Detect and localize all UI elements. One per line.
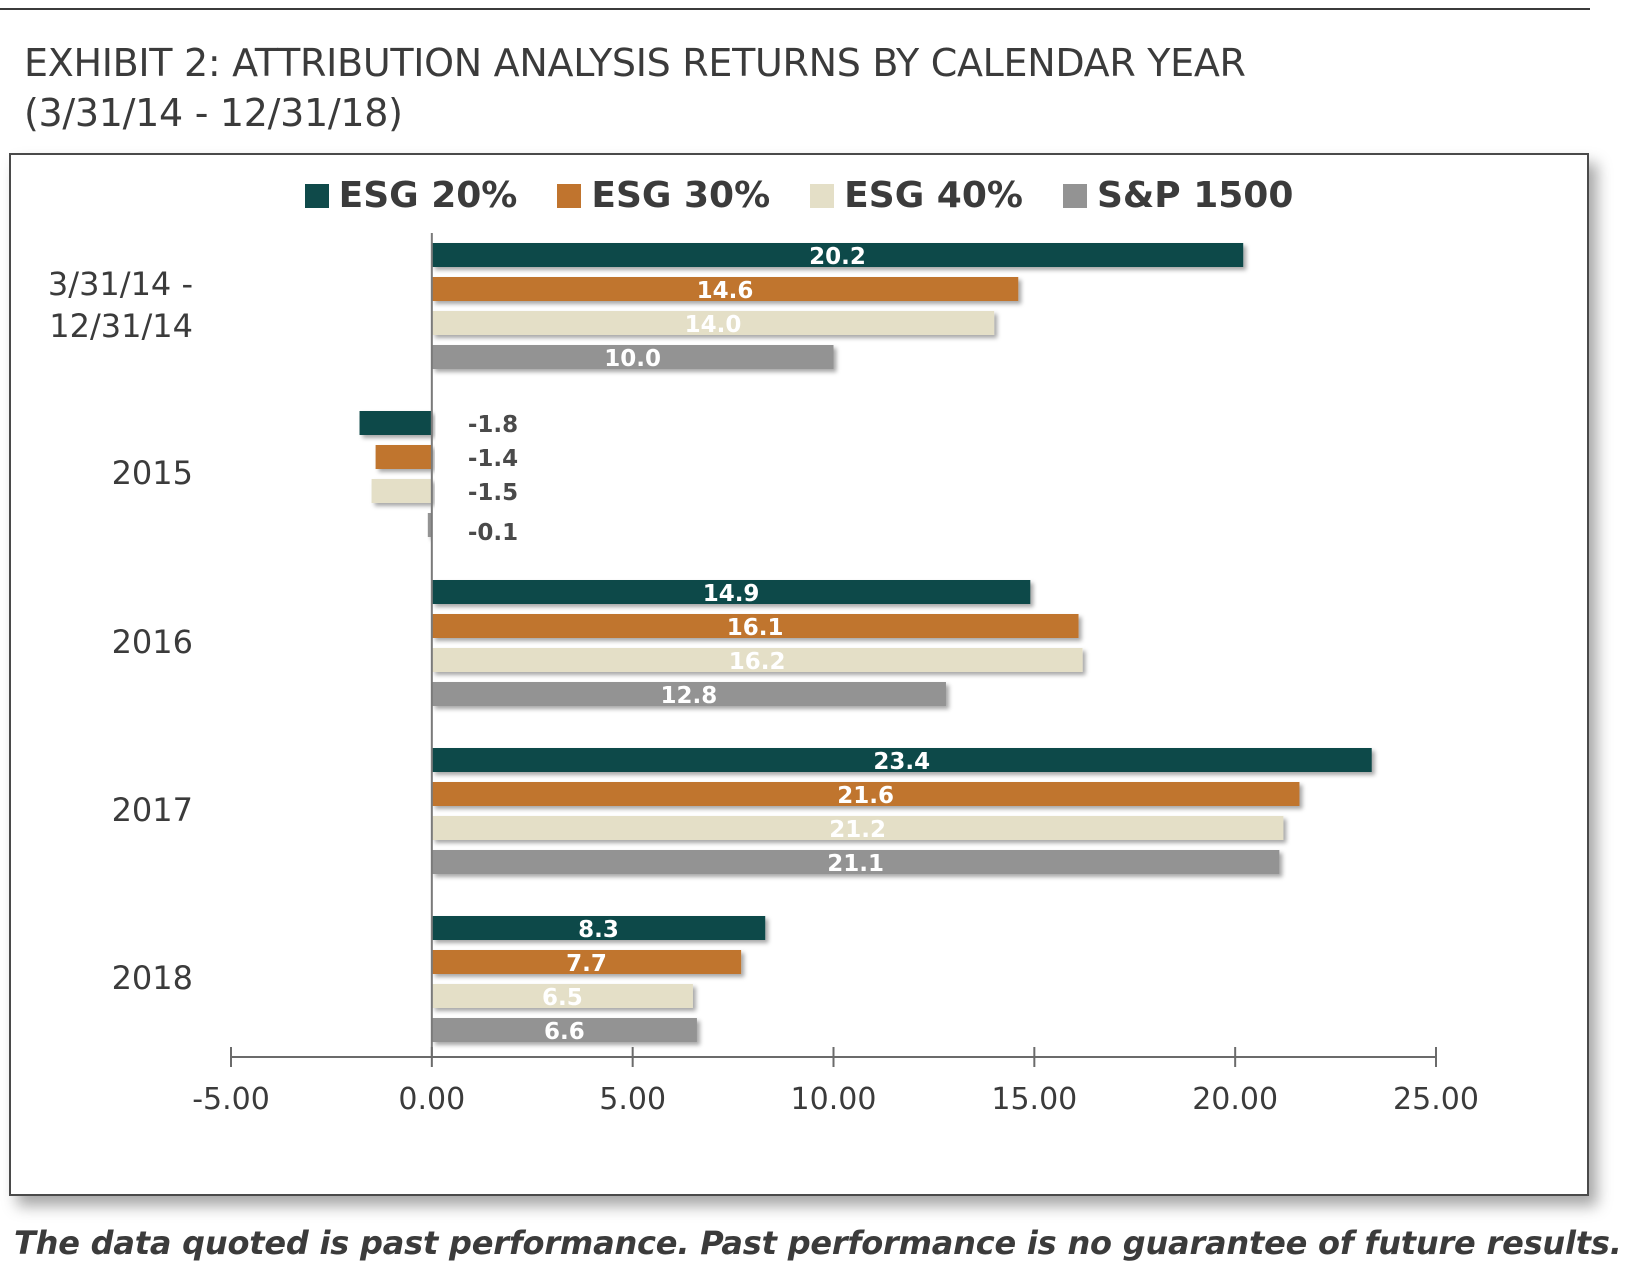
x-tick-label: 5.00 <box>599 1082 666 1117</box>
bar <box>431 782 1300 806</box>
x-tick-label: 25.00 <box>1393 1082 1479 1117</box>
bar <box>375 445 432 469</box>
bar <box>431 580 1031 604</box>
data-label: 6.6 <box>544 1019 585 1045</box>
category-label: 2018 <box>112 959 193 997</box>
bar <box>371 479 432 503</box>
data-label: -0.1 <box>468 520 518 546</box>
bar <box>431 850 1280 874</box>
bar <box>431 243 1244 267</box>
bar <box>431 916 766 940</box>
bar <box>431 984 693 1008</box>
data-label: 21.2 <box>829 817 886 843</box>
legend-swatch <box>810 183 835 208</box>
data-label: 20.2 <box>809 244 866 270</box>
bar <box>431 950 742 974</box>
category-label: 2015 <box>112 454 193 492</box>
data-label: 21.1 <box>827 851 884 877</box>
x-tick-label: 0.00 <box>398 1082 465 1117</box>
legend: ESG 20% ESG 30% ESG 40% S&P 1500 <box>11 175 1587 216</box>
top-rule <box>0 8 1590 10</box>
bar <box>431 816 1284 840</box>
category-label: 3/31/14 - <box>48 265 193 303</box>
x-tick-label: 15.00 <box>991 1082 1077 1117</box>
legend-swatch <box>1062 183 1087 208</box>
data-label: 14.9 <box>703 581 760 607</box>
legend-item-esg-40: ESG 40% <box>810 175 1023 216</box>
title-line-2: (3/31/14 - 12/31/18) <box>24 91 403 135</box>
legend-label: ESG 30% <box>591 175 771 216</box>
bar-chart: 3/31/14 - 12/31/14 2015 2016 2017 2018 20.2 -1.… <box>48 233 1479 1117</box>
data-label: 6.5 <box>542 985 583 1011</box>
bar <box>431 345 834 369</box>
bar <box>431 682 946 706</box>
data-label: 14.0 <box>685 312 742 338</box>
chart-panel: ESG 20% ESG 30% ESG 40% S&P 1500 3/31/14… <box>9 153 1589 1196</box>
bar <box>431 311 995 335</box>
title-line-1: EXHIBIT 2: ATTRIBUTION ANALYSIS RETURNS … <box>24 41 1246 85</box>
data-label: 16.2 <box>729 649 786 675</box>
footnote: The data quoted is past performance. Pas… <box>14 1224 1622 1262</box>
chart-title: EXHIBIT 2: ATTRIBUTION ANALYSIS RETURNS … <box>24 38 1564 138</box>
legend-item-esg-30: ESG 30% <box>557 175 770 216</box>
legend-label: ESG 40% <box>844 175 1023 216</box>
data-label: 23.4 <box>873 749 930 775</box>
x-tick-label: -5.00 <box>192 1082 270 1117</box>
data-label: 10.0 <box>604 346 661 372</box>
category-label: 12/31/14 <box>49 307 193 345</box>
legend-label: ESG 20% <box>338 175 518 216</box>
data-label: 7.7 <box>566 951 607 977</box>
data-label: -1.5 <box>468 480 518 506</box>
bar <box>431 748 1372 772</box>
legend-label: S&P 1500 <box>1096 175 1294 216</box>
data-label: -1.8 <box>468 412 518 438</box>
bar <box>431 614 1079 638</box>
legend-item-esg-20: ESG 20% <box>304 175 518 216</box>
bar <box>359 411 432 435</box>
data-label: 8.3 <box>578 917 619 943</box>
x-tick-label: 10.00 <box>791 1082 877 1117</box>
legend-swatch <box>557 183 582 208</box>
data-label: 21.6 <box>837 783 894 809</box>
bar <box>431 648 1083 672</box>
category-label: 2017 <box>112 791 193 829</box>
data-label: 16.1 <box>727 615 784 641</box>
legend-item-sp-1500: S&P 1500 <box>1062 175 1294 216</box>
data-label: 12.8 <box>661 683 718 709</box>
data-label: 14.6 <box>697 278 754 304</box>
x-tick-label: 20.00 <box>1192 1082 1278 1117</box>
bar <box>431 1018 697 1042</box>
bar <box>427 513 432 537</box>
legend-swatch <box>304 183 329 208</box>
data-label: -1.4 <box>468 446 518 472</box>
bar <box>431 277 1019 301</box>
category-label: 2016 <box>112 623 193 661</box>
